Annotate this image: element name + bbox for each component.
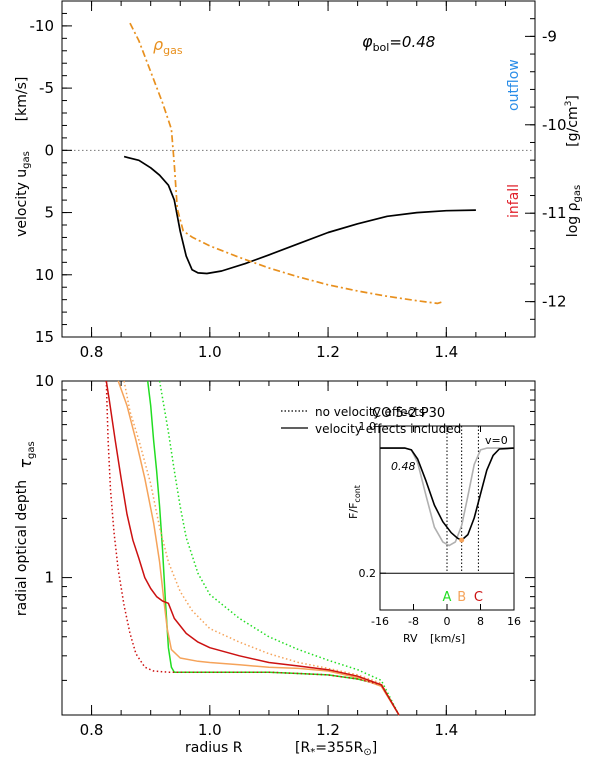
top-xtick-label: 1.0 bbox=[198, 343, 222, 361]
inset-xlabel-unit: [km/s] bbox=[430, 632, 465, 645]
bottom-ytick-label: 1 bbox=[44, 569, 54, 587]
bottom-panel: 0.8 1.0 1.2 1.4 1 10 radial optical depth τga… bbox=[14, 372, 536, 758]
top-ytick-left-label: -5 bbox=[39, 79, 54, 97]
top-xtick-label: 1.4 bbox=[434, 343, 458, 361]
phase-label: φbol=0.48 bbox=[362, 32, 435, 54]
bottom-xtick-label: 1.0 bbox=[198, 721, 222, 739]
inset-series-black_profile bbox=[380, 447, 515, 541]
legend-item-dotted: no velocity effects bbox=[315, 405, 425, 419]
inset-xtick-label: 16 bbox=[507, 615, 521, 628]
svg-text:velocity ugas: velocity ugas bbox=[14, 151, 32, 237]
top-ytick-left-label: 0 bbox=[44, 141, 54, 159]
inset-ytick-label: 1.0 bbox=[359, 420, 377, 433]
inset-xtick-label: 8 bbox=[477, 615, 484, 628]
bottom-xlabel: radius R bbox=[185, 740, 243, 756]
top-series-velocity bbox=[123, 155, 476, 275]
infall-label: infall bbox=[506, 184, 522, 218]
legend-item-solid: velocity effects included bbox=[315, 422, 461, 436]
outflow-label: outflow bbox=[506, 59, 522, 111]
top-ylabel-right: log ρgas [g/cm3] bbox=[564, 95, 583, 237]
bottom-ylabel: radial optical depth bbox=[14, 480, 30, 616]
bottom-xtick-label: 1.4 bbox=[434, 721, 458, 739]
inset-title: CO 5-2 P30 bbox=[372, 406, 445, 421]
top-ytick-right-label: -10 bbox=[542, 116, 567, 134]
bottom-axes: 0.8 1.0 1.2 1.4 1 10 bbox=[35, 372, 536, 739]
inset-marker-point bbox=[459, 537, 465, 543]
inset-series bbox=[380, 447, 515, 547]
svg-text:[km/s]: [km/s] bbox=[14, 77, 30, 122]
bottom-ytick-label: 10 bbox=[35, 372, 54, 390]
svg-text:log ρgas: log ρgas bbox=[565, 185, 583, 237]
inset-xtick-label: 0 bbox=[444, 615, 451, 628]
top-ytick-left-label: 15 bbox=[35, 328, 54, 346]
rho-gas-label: ρgas bbox=[153, 35, 183, 57]
bottom-xlabel-unit: [R*=355R⊙] bbox=[295, 740, 377, 758]
top-xtick-label: 0.8 bbox=[80, 343, 104, 361]
bottom-series bbox=[105, 380, 400, 716]
inset-ytick-label: 0.2 bbox=[359, 567, 377, 580]
svg-text:[g/cm3]: [g/cm3] bbox=[564, 95, 581, 147]
bottom-series-green_solid bbox=[146, 380, 400, 716]
inset-panel: CO 5-2 P30 -16 -8 0 8 16 1.0 0.2 A B C 0.48 v=0 F… bbox=[347, 406, 521, 645]
top-ytick-left-label: 10 bbox=[35, 266, 54, 284]
inset-axes: -16 -8 0 8 16 1.0 0.2 A B C bbox=[359, 420, 522, 628]
inset-xtick-label: -8 bbox=[408, 615, 419, 628]
top-xtick-label: 1.2 bbox=[316, 343, 340, 361]
inset-vzero-label: v=0 bbox=[485, 434, 508, 447]
inset-xtick-label: -16 bbox=[371, 615, 389, 628]
bottom-series-red_dotted bbox=[105, 380, 400, 716]
top-axes: 0.8 1.0 1.2 1.4 -10 -5 0 5 10 15 -9 -10 -11 -12 bbox=[30, 0, 567, 361]
bottom-xtick-label: 1.2 bbox=[316, 721, 340, 739]
top-series bbox=[123, 22, 476, 305]
inset-marker-label-B: B bbox=[457, 590, 466, 605]
bottom-xtick-label: 0.8 bbox=[80, 721, 104, 739]
bottom-series-orange_dotted bbox=[123, 380, 400, 716]
top-ytick-left-label: -10 bbox=[30, 17, 55, 35]
top-panel: 0.8 1.0 1.2 1.4 -10 -5 0 5 10 15 -9 -10 -11 -12 veloc… bbox=[14, 0, 583, 361]
top-ytick-right-label: -11 bbox=[542, 204, 567, 222]
top-plot-frame bbox=[61, 0, 536, 338]
bottom-series-orange_solid bbox=[117, 380, 400, 716]
tau-gas-label: τgas bbox=[16, 441, 37, 468]
bottom-series-green_dotted bbox=[158, 380, 400, 716]
inset-marker-label-C: C bbox=[474, 590, 483, 605]
top-series-density bbox=[129, 22, 444, 305]
inset-ylabel: F/Fcont bbox=[347, 485, 362, 519]
top-ytick-right-label: -9 bbox=[542, 27, 557, 45]
inset-phase: 0.48 bbox=[391, 460, 416, 473]
inset-marker-label-A: A bbox=[443, 590, 452, 605]
top-ylabel-left: velocity ugas [km/s] bbox=[14, 77, 32, 237]
top-ytick-right-label: -12 bbox=[542, 293, 567, 311]
top-ytick-left-label: 5 bbox=[44, 204, 54, 222]
bottom-series-red_solid bbox=[105, 380, 400, 716]
inset-xlabel: RV bbox=[403, 632, 418, 645]
